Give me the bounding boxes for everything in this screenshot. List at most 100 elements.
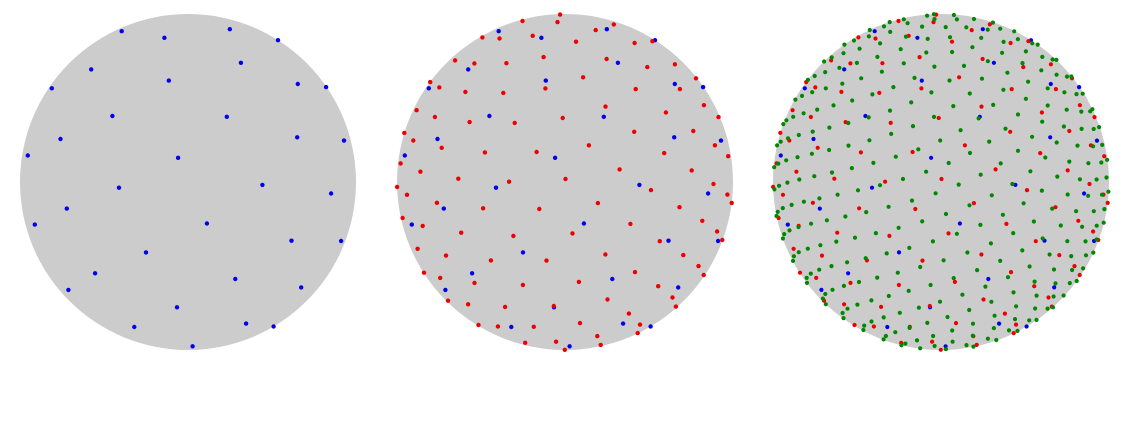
level-2-point [780,192,786,197]
level-2-point [541,54,546,60]
level-3-point [1039,188,1044,193]
level-2-point [628,221,633,227]
level-2-point [1009,87,1014,92]
level-2-point [502,304,508,310]
level-2-point [856,35,861,40]
level-2-point [670,295,675,300]
level-2-point [472,280,477,286]
level-1-point [885,324,890,330]
level-1-point [581,221,587,226]
level-3-point [964,343,969,348]
level-3-point [899,343,904,348]
level-3-point [785,136,791,141]
level-2-point [411,138,416,143]
level-2-point [557,12,563,17]
level-3-point [1054,72,1059,77]
level-1-point [25,153,30,158]
level-3-point [1015,148,1021,153]
level-3-point [1040,236,1045,241]
level-2-point [1076,218,1081,223]
level-3-point [929,90,934,95]
level-2-point [428,79,433,85]
level-2-point [523,340,528,345]
level-2-point [421,270,427,275]
level-3-point [812,73,817,79]
level-2-point [1026,39,1031,44]
level-1-point [119,29,124,34]
level-2-point [971,201,977,206]
level-3-point [1069,254,1074,259]
level-3-point [878,41,883,46]
level-2-point [919,86,924,91]
level-3-point [906,288,911,293]
level-3-point [931,333,936,339]
level-3-point [856,279,862,285]
level-3-point [841,51,846,56]
level-3-point [796,224,801,230]
level-3-point [950,328,955,333]
level-1-point [637,182,642,188]
level-3-point [855,302,860,307]
level-3-point [772,165,777,170]
level-3-point [823,302,828,307]
level-3-point [843,214,848,219]
level-3-point [1023,96,1028,101]
level-3-point [920,24,925,29]
level-3-point [854,60,860,65]
level-2-point [1077,103,1082,108]
level-3-point [780,206,785,211]
level-3-point [909,100,914,105]
level-3-point [920,219,925,224]
level-3-point [901,61,906,66]
level-3-point [943,211,949,217]
level-2-point [1092,115,1097,120]
level-3-point [1033,306,1038,311]
level-3-point [1051,267,1057,272]
level-3-point [918,346,923,351]
level-3-point [897,310,902,315]
level-2-point [595,333,600,339]
level-3-point [1074,92,1079,97]
level-1-point [166,78,171,83]
level-3-point [795,155,800,160]
level-3-point [937,299,943,304]
level-3-point [971,16,977,22]
level-2-point [595,200,601,206]
level-3-point [822,59,827,64]
level-2-point [434,200,440,205]
level-1-point [443,287,448,293]
level-2-point [637,322,643,327]
level-3-point [1027,264,1032,269]
level-2-point [701,103,707,108]
level-2-point [1013,322,1019,327]
level-3-point [896,225,901,230]
level-3-point [932,64,937,69]
level-3-point [1031,219,1036,224]
level-3-point [829,55,834,60]
level-1-point [299,285,304,290]
level-1-point [110,113,115,119]
level-2-point [953,321,959,326]
level-2-point [439,145,444,150]
level-2-point [1067,128,1072,134]
level-2-point [611,22,616,27]
level-3-point [905,21,910,26]
level-1-point [58,136,63,142]
level-2-point [877,90,882,95]
level-3-point [971,344,976,349]
level-3-point [1075,143,1080,148]
level-3-point [930,239,936,244]
level-2-point [778,130,783,135]
level-2-point [551,303,556,309]
level-3-point [938,138,943,143]
level-3-point [1080,91,1085,96]
level-2-point [1004,221,1009,226]
level-1-point [929,155,934,160]
level-1-point [190,344,195,349]
level-3-point [931,12,937,17]
level-2-point [488,258,494,263]
level-2-point [632,129,637,134]
level-1-point [175,155,181,160]
level-3-point [781,122,786,127]
level-2-point [858,150,864,155]
